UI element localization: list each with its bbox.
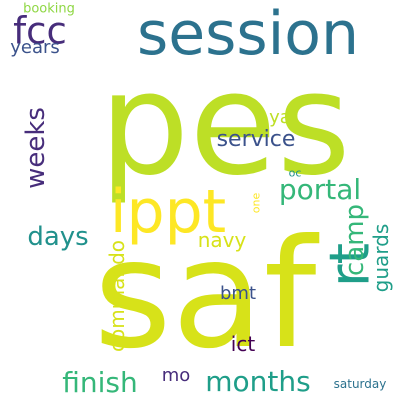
word-ict: ict <box>230 332 256 356</box>
word-years: years <box>10 37 60 58</box>
word-one: one <box>249 192 263 214</box>
word-saturday: saturday <box>333 377 387 391</box>
word-fcc: fcc <box>13 9 67 53</box>
word-commando: commando <box>105 239 129 353</box>
word-ippt: ippt <box>109 177 227 247</box>
word-booking: booking <box>23 1 75 17</box>
word-navy: navy <box>197 228 247 252</box>
word-ya: ya <box>269 107 291 128</box>
word-pes: pes <box>99 42 351 207</box>
word-portal: portal <box>278 173 362 206</box>
word-saf: saf <box>93 208 317 382</box>
word-camp: camp <box>340 203 370 277</box>
word-session: session <box>136 0 360 69</box>
word-finish: finish <box>62 366 138 399</box>
word-months: months <box>205 365 311 398</box>
word-mo: mo <box>161 365 191 386</box>
word-bmt: bmt <box>219 283 257 304</box>
word-weeks: weeks <box>21 107 51 189</box>
word-days: days <box>27 222 89 252</box>
word-service: service <box>216 127 296 152</box>
word-guards: guards <box>369 223 393 293</box>
word-oc: oc <box>288 166 302 180</box>
